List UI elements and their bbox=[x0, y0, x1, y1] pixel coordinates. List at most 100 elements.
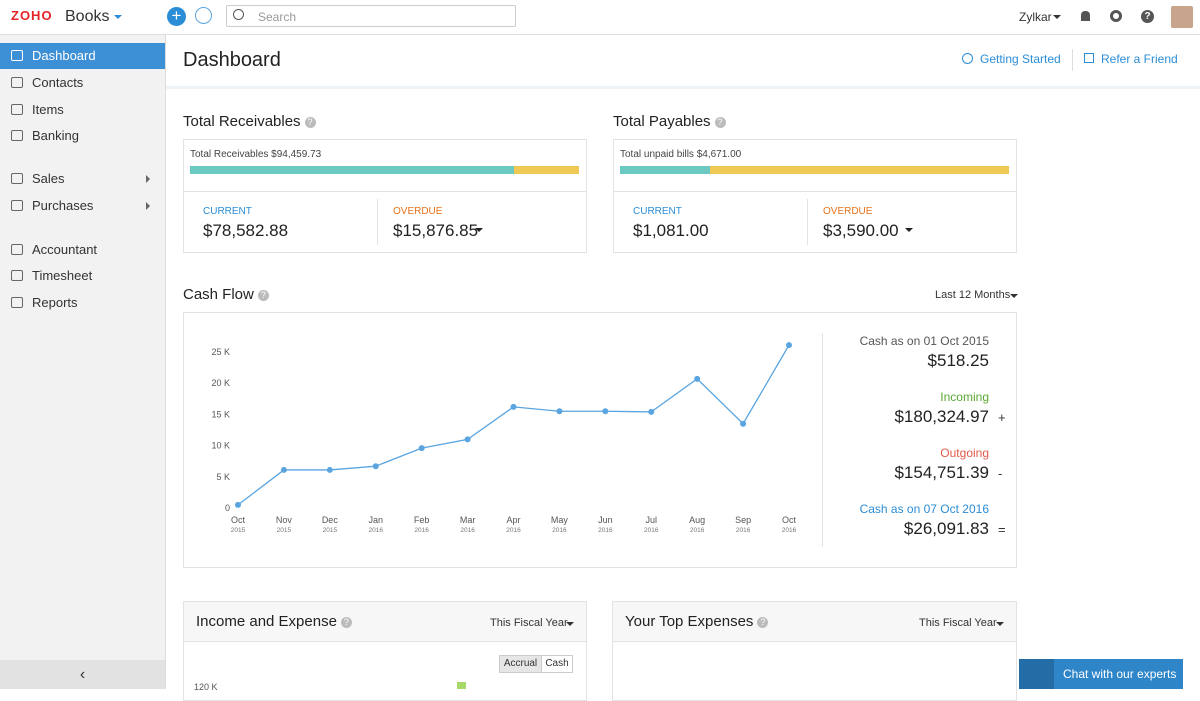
caret bbox=[1010, 294, 1018, 302]
settings[interactable] bbox=[1110, 10, 1122, 22]
notifications[interactable] bbox=[1081, 11, 1090, 21]
current-label: CURRENT bbox=[633, 206, 682, 217]
nav-item[interactable]: Timesheet bbox=[0, 263, 165, 289]
nav-item[interactable]: Purchases bbox=[0, 193, 165, 219]
section-title: Total Receivables? bbox=[183, 113, 316, 130]
collapse-sidebar[interactable]: ‹ bbox=[0, 660, 165, 689]
card-title: Total Payables bbox=[613, 113, 711, 130]
card-summary: Total Receivables $94,459.73 bbox=[190, 149, 322, 160]
current-label: CURRENT bbox=[203, 206, 252, 217]
nav-icon bbox=[11, 130, 23, 141]
add-button[interactable]: + bbox=[167, 7, 186, 26]
summary-sign: - bbox=[998, 466, 1003, 481]
summary-sign: + bbox=[998, 410, 1006, 425]
divider bbox=[614, 191, 1016, 192]
summary-amount: $180,324.97 bbox=[894, 407, 989, 426]
panel-title: Income and Expense? bbox=[196, 613, 352, 630]
divider bbox=[807, 199, 808, 245]
gift-icon bbox=[1084, 53, 1094, 63]
nav-label: Accountant bbox=[32, 242, 98, 257]
card-summary: Total unpaid bills $4,671.00 bbox=[620, 149, 742, 160]
cash-flow-panel bbox=[183, 312, 1017, 568]
card bbox=[613, 139, 1017, 253]
nav-icon bbox=[11, 173, 23, 184]
play-icon bbox=[962, 53, 973, 64]
search-box[interactable] bbox=[226, 5, 516, 27]
nav-icon bbox=[11, 104, 23, 115]
nav-item[interactable]: Reports bbox=[0, 290, 165, 316]
help-icon[interactable]: ? bbox=[714, 117, 726, 128]
nav-icon bbox=[11, 270, 23, 281]
nav-icon bbox=[11, 50, 23, 61]
overdue-amount: $15,876.85 bbox=[393, 221, 479, 240]
overdue-bar bbox=[513, 166, 579, 174]
summary-amount: $518.25 bbox=[927, 351, 989, 370]
help[interactable]: ? bbox=[1141, 10, 1154, 23]
nav-item[interactable]: Items bbox=[0, 97, 165, 123]
y-tick-label: 120 K bbox=[194, 682, 218, 692]
help-icon[interactable]: ? bbox=[757, 617, 769, 628]
caret[interactable] bbox=[905, 228, 913, 236]
section-title: Total Payables? bbox=[613, 113, 726, 130]
avatar[interactable] bbox=[1171, 6, 1193, 28]
current-bar bbox=[620, 166, 711, 174]
page-title: Dashboard bbox=[183, 49, 281, 71]
bar bbox=[457, 682, 466, 689]
section-title: Cash Flow? bbox=[183, 286, 269, 303]
nav-item[interactable]: Contacts bbox=[0, 70, 165, 96]
summary-amount: $154,751.39 bbox=[894, 463, 989, 482]
top-expenses-title: Your Top Expenses bbox=[625, 613, 754, 630]
overdue-amount: $3,590.00 bbox=[823, 221, 899, 240]
help-icon[interactable]: ? bbox=[340, 617, 352, 628]
panel-header bbox=[184, 602, 586, 642]
summary-sign: = bbox=[998, 522, 1006, 537]
divider bbox=[377, 199, 378, 245]
org-caret bbox=[1053, 15, 1061, 23]
nav-label: Banking bbox=[32, 128, 79, 143]
nav-label: Items bbox=[32, 102, 64, 117]
submenu-caret bbox=[146, 202, 154, 210]
header-link[interactable]: Getting Started bbox=[980, 52, 1061, 66]
period-select[interactable]: Last 12 Months bbox=[935, 289, 1011, 301]
nav-label: Contacts bbox=[32, 75, 84, 90]
nav-item[interactable]: Accountant bbox=[0, 237, 165, 263]
current-amount: $78,582.88 bbox=[203, 221, 289, 240]
caret bbox=[566, 622, 574, 630]
summary-label: Cash as on 01 Oct 2015 bbox=[859, 334, 989, 348]
chat-label: Chat with our experts bbox=[1063, 667, 1177, 681]
overdue-label: OVERDUE bbox=[823, 206, 873, 217]
nav-label: Reports bbox=[32, 295, 78, 310]
logo[interactable]: ZOHO bbox=[11, 8, 53, 23]
period-select[interactable]: This Fiscal Year bbox=[490, 617, 568, 629]
nav-icon bbox=[11, 244, 23, 255]
caret bbox=[996, 622, 1004, 630]
summary-label: Cash as on 07 Oct 2016 bbox=[859, 502, 989, 516]
toggle-button[interactable]: Accrual bbox=[499, 655, 542, 673]
overdue-label: OVERDUE bbox=[393, 206, 443, 217]
nav-item[interactable]: Banking bbox=[0, 123, 165, 149]
overdue-bar bbox=[710, 166, 1009, 174]
toggle-button[interactable]: Cash bbox=[541, 655, 573, 673]
help-icon[interactable]: ? bbox=[304, 117, 316, 128]
period-select[interactable]: This Fiscal Year bbox=[919, 617, 997, 629]
divider bbox=[822, 333, 823, 547]
history-button[interactable] bbox=[195, 7, 212, 24]
summary-amount: $26,091.83 bbox=[903, 519, 989, 538]
search-icon bbox=[233, 9, 244, 20]
income-expense-title: Income and Expense bbox=[196, 613, 337, 630]
chat-icon bbox=[1019, 659, 1054, 689]
nav-icon bbox=[11, 200, 23, 211]
summary-label: Outgoing bbox=[940, 446, 989, 460]
nav-item[interactable]: Sales bbox=[0, 166, 165, 192]
brand[interactable]: Books bbox=[65, 8, 110, 25]
nav-icon bbox=[11, 297, 23, 308]
search-placeholder: Search bbox=[258, 10, 297, 24]
header-link[interactable]: Refer a Friend bbox=[1101, 52, 1178, 66]
nav-label: Dashboard bbox=[32, 48, 96, 63]
divider bbox=[1072, 49, 1073, 71]
org-name[interactable]: Zylkar bbox=[1019, 10, 1052, 24]
help-icon[interactable]: ? bbox=[257, 290, 269, 301]
caret[interactable] bbox=[475, 228, 483, 236]
nav-item[interactable]: Dashboard bbox=[0, 43, 165, 69]
